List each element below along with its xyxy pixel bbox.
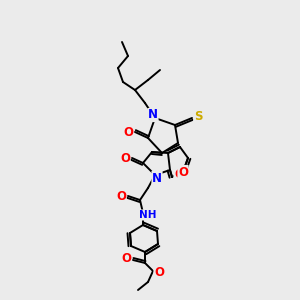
Text: O: O: [120, 152, 130, 164]
Text: N: N: [152, 172, 162, 184]
Text: O: O: [116, 190, 126, 202]
Text: O: O: [178, 166, 188, 178]
Text: NH: NH: [139, 210, 157, 220]
Text: O: O: [123, 125, 133, 139]
Text: N: N: [148, 109, 158, 122]
Text: O: O: [121, 253, 131, 266]
Text: O: O: [174, 169, 184, 182]
Text: S: S: [194, 110, 202, 122]
Text: O: O: [154, 266, 164, 278]
